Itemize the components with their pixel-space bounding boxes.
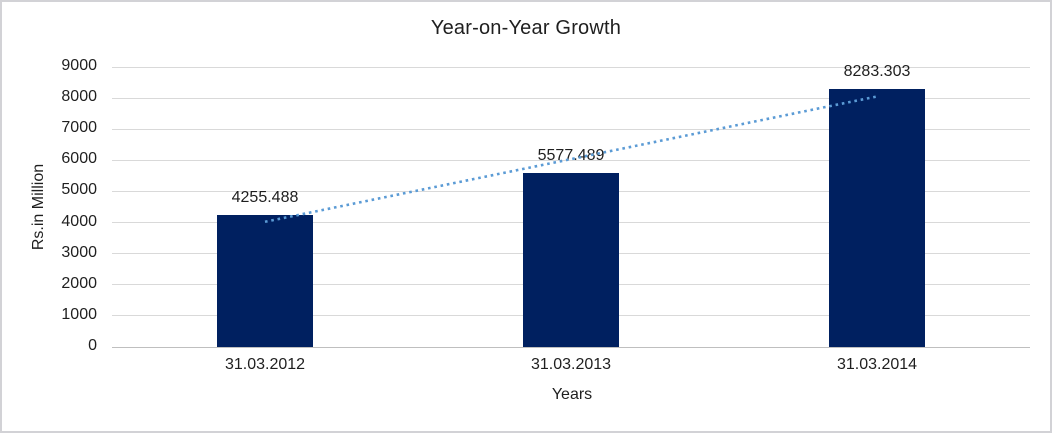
trendline	[264, 95, 878, 224]
y-tick-label: 2000	[61, 274, 97, 292]
bar-31.03.2013	[523, 173, 619, 347]
bar-31.03.2014	[829, 89, 925, 347]
y-tick-label: 7000	[61, 119, 97, 137]
y-tick-label: 9000	[61, 57, 97, 74]
gridline	[112, 97, 1030, 99]
bar-data-label: 8283.303	[843, 63, 911, 81]
trendline-line	[264, 95, 878, 224]
x-tick-label: 31.03.2012	[224, 356, 306, 373]
bar-31.03.2012	[217, 214, 313, 347]
y-tick-label: 6000	[61, 150, 97, 168]
y-tick-label: 1000	[61, 305, 97, 323]
bar-data-label: 5577.489	[537, 147, 605, 165]
gridline	[112, 128, 1030, 130]
y-tick-label: 0	[88, 337, 97, 354]
gridline	[112, 159, 1030, 161]
y-tick-label: 8000	[61, 88, 97, 106]
gridline	[112, 66, 1030, 68]
y-tick-label: 4000	[61, 212, 97, 230]
plot-area: 4255.488 5577.489 8283.303	[112, 63, 1030, 348]
y-axis-title: Rs.in Million	[30, 163, 47, 251]
chart-title: Year-on-Year Growth	[430, 17, 622, 39]
x-tick-label: 31.03.2013	[530, 356, 612, 373]
x-tick-label: 31.03.2014	[836, 356, 918, 373]
y-tick-label: 5000	[61, 181, 97, 199]
x-axis-title: Years	[551, 386, 593, 403]
bar-data-label: 4255.488	[231, 188, 299, 206]
y-tick-label: 3000	[61, 243, 97, 261]
x-axis-line	[112, 347, 1030, 348]
